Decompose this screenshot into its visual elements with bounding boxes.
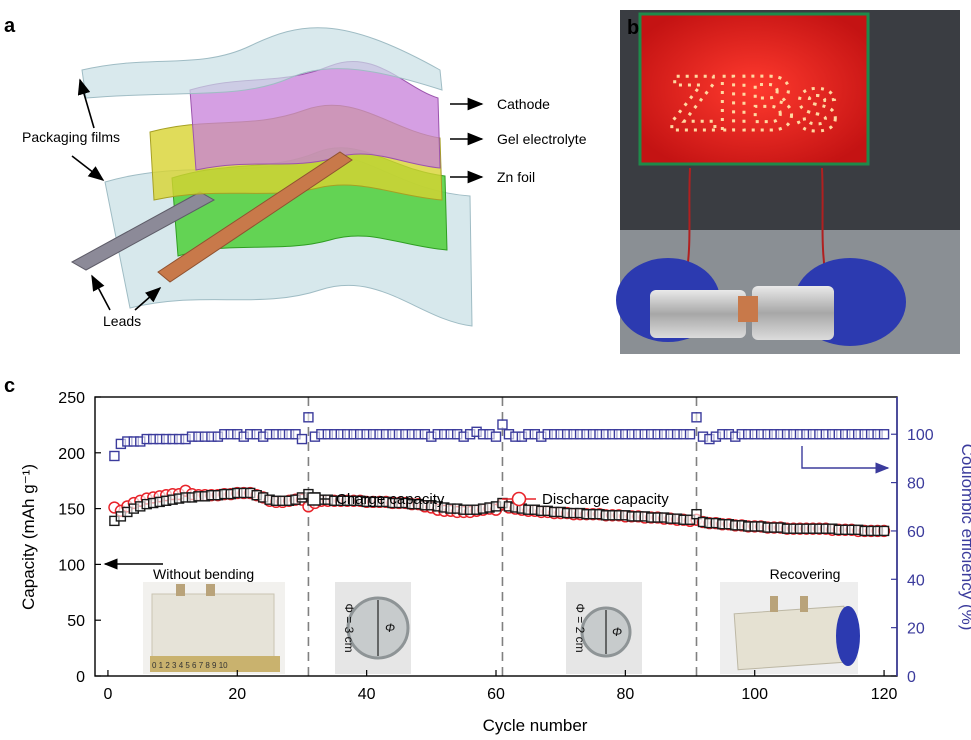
legend-discharge-marker [511, 491, 527, 507]
lead-gray [70, 191, 216, 271]
films-arrow-bottom [71, 155, 105, 181]
x-tick-label: 0 [103, 686, 112, 703]
y2-axis-title: Coulombic efficiency (%) [958, 444, 971, 631]
zn-foil-label: Zn foil [497, 169, 535, 185]
lead-orange [157, 151, 353, 283]
cathode-label: Cathode [497, 96, 550, 112]
y-axis-title: Capacity (mAh g⁻¹) [19, 464, 38, 610]
y-tick-label: 150 [58, 502, 85, 519]
inset-bent-2cm: Φ = 2 cm Φ [566, 582, 642, 674]
led-board [638, 12, 870, 166]
pouch-cell-right [752, 286, 834, 340]
gel-electrolyte-label: Gel electrolyte [497, 131, 587, 147]
y-tick-label: 250 [58, 390, 85, 407]
inset-bent-3cm: Φ = 3 cm Φ [335, 582, 411, 674]
ce-point [296, 433, 308, 445]
x-tick-label: 20 [228, 686, 246, 703]
svg-text:0 1 2 3 4 5 6 7 8 9 10: 0 1 2 3 4 5 6 7 8 9 10 [152, 661, 228, 670]
panel-a-schematic: a Cathode Gel electrolyte Zn foil Packag… [4, 15, 587, 329]
inset-phi2-symbol: Φ [612, 625, 622, 639]
legend-charge-marker [307, 492, 321, 506]
x-tick-label: 100 [741, 686, 768, 703]
y2-tick-label: 0 [907, 669, 916, 686]
without-bending-label: Without bending [153, 566, 254, 582]
ce-point [691, 412, 702, 423]
x-tick-label: 60 [487, 686, 505, 703]
x-tick-label: 40 [358, 686, 376, 703]
y-tick-label: 50 [67, 613, 85, 630]
panel-b-letter: b [627, 17, 639, 39]
inset-phi3-label: Φ = 3 cm [342, 603, 356, 652]
panel-c-chart: c 0 1 2 3 4 5 6 7 8 9 10 Φ = 3 cm Φ Φ = … [4, 375, 971, 735]
charge-point [878, 525, 890, 537]
ce-point [684, 429, 696, 440]
ce-point [878, 429, 890, 440]
led-pattern: ZIBs [669, 59, 838, 147]
inset-phi2-label: Φ = 2 cm [573, 603, 587, 652]
inset-phi3-symbol: Φ [385, 621, 395, 635]
packaging-film-top [81, 27, 443, 99]
panel-b-photo: ZIBs b [616, 10, 960, 354]
x-tick-label: 120 [871, 686, 898, 703]
leads-arrow-right [134, 286, 162, 311]
legend-discharge-label: Discharge capacity [542, 491, 669, 508]
leads-label: Leads [103, 313, 141, 329]
pouch-cell-left [650, 290, 746, 338]
ce-axis-arrow [801, 446, 890, 474]
ce-point [497, 419, 508, 430]
x-tick-label: 80 [616, 686, 634, 703]
y2-tick-label: 100 [907, 427, 934, 444]
legend-charge-label: Charge capacity [336, 491, 445, 508]
legend: Charge capacity Discharge capacity [298, 491, 669, 508]
ce-point [109, 450, 120, 462]
y2-tick-label: 20 [907, 621, 925, 638]
y2-tick-label: 60 [907, 524, 925, 541]
panel-a-letter: a [4, 15, 16, 37]
leads-arrow-left [91, 274, 111, 311]
recovering-label: Recovering [770, 566, 841, 582]
inset-recovering-cell [720, 582, 860, 674]
x-axis-title: Cycle number [483, 716, 588, 735]
inset-flat-cell: 0 1 2 3 4 5 6 7 8 9 10 [143, 582, 285, 674]
ce-point [303, 412, 314, 423]
y-tick-label: 100 [58, 557, 85, 574]
ce-point [490, 431, 502, 442]
y2-tick-label: 80 [907, 476, 925, 493]
charge-point [684, 514, 696, 525]
charge-point [691, 508, 702, 520]
y-tick-label: 0 [76, 669, 85, 686]
panel-c-letter: c [4, 375, 15, 397]
pouch-tab [738, 296, 758, 322]
y-tick-label: 200 [58, 446, 85, 463]
packaging-films-label: Packaging films [22, 129, 120, 145]
films-arrow-top [77, 78, 95, 129]
y2-tick-label: 40 [907, 572, 925, 589]
